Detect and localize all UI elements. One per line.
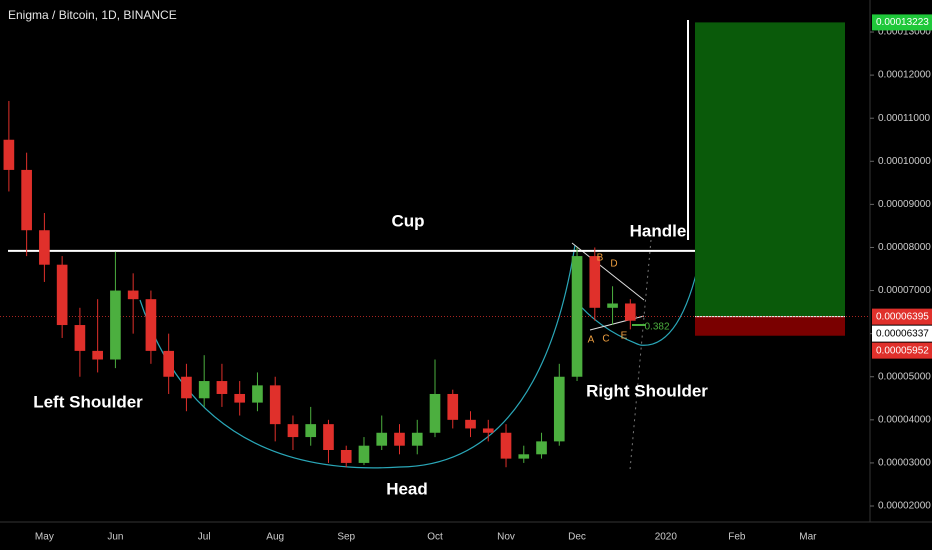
candle-body [358,445,370,463]
y-tick-label: 0.00003000 [878,458,931,469]
candle-body [482,428,494,433]
candle-body [163,350,174,377]
candle-body [323,424,334,450]
annotation: C [602,334,609,345]
x-tick-label: 2020 [655,532,678,543]
annotation: A [588,335,595,346]
annotation: B [597,253,604,264]
candle-body [74,325,86,351]
x-tick-label: Aug [266,532,284,543]
y-tick-label: 0.00002000 [878,501,931,512]
y-tick-label: 0.00013000 [878,27,931,38]
x-tick-label: Nov [497,532,515,543]
price-label: 0.00013223 [876,17,929,28]
candle-body [376,432,388,446]
triangle-bottom [589,315,645,331]
candle-body [340,449,352,463]
y-tick-label: 0.00007000 [878,285,931,296]
y-tick-label: 0.00008000 [878,242,931,253]
candle-body [607,303,618,308]
candle-body [56,264,68,326]
target-zone [695,22,845,317]
candle-body [447,393,459,420]
candle-body [198,381,210,399]
candle-body [269,385,281,425]
price-label: 0.00005952 [876,345,929,356]
candle-body [145,299,157,351]
y-tick-label: 0.00005000 [878,371,931,382]
x-tick-label: Dec [568,532,586,543]
annotation: Handle [630,221,687,240]
candle-body [234,393,246,403]
annotation: Left Shoulder [33,392,143,411]
candle-body [305,424,317,438]
candle-body [536,441,547,455]
y-tick-label: 0.00004000 [878,414,931,425]
annotation: Cup [391,211,424,230]
y-tick-label: 0.00012000 [878,70,931,81]
candle-body [216,381,228,394]
x-tick-label: Sep [337,532,355,543]
annotation: Head [386,479,428,498]
candle-body [252,385,263,403]
x-tick-label: Jun [107,532,123,543]
stop-zone [695,316,845,336]
annotation: E [621,331,628,342]
candle-body [21,169,32,231]
candle-body [624,303,636,321]
annotation: D [610,259,617,270]
price-label-bg [872,342,932,359]
candle-body [411,432,423,446]
candle-body [571,256,583,377]
candle-body [3,139,15,170]
x-tick-label: May [35,532,54,543]
x-tick-label: Mar [799,532,817,543]
x-tick-label: Feb [728,532,746,543]
candle-body [518,454,530,459]
candle-body [92,350,103,360]
y-tick-label: 0.00009000 [878,199,931,210]
triangle-top [571,242,645,301]
projection [629,239,652,471]
candle-body [39,230,50,265]
y-tick-label: 0.00010000 [878,156,931,167]
annotation: Right Shoulder [586,381,708,400]
chart-title: Enigma / Bitcoin, 1D, BINANCE [8,8,177,22]
candle-body [127,290,139,300]
candle-body [553,376,565,442]
price-label: 0.00006395 [876,311,929,322]
annotation: 0.382 [644,322,669,333]
price-label-bg [872,325,932,342]
candle-body [589,256,601,308]
candle-body [429,393,441,433]
y-tick-label: 0.00011000 [878,113,931,124]
x-tick-label: Jul [198,532,211,543]
candle-body [287,424,299,438]
price-label: 0.00006337 [876,328,929,339]
price-label-bg [872,308,932,325]
candle-body [465,419,476,429]
candle-body [181,376,192,399]
x-tick-label: Oct [427,532,443,543]
candle-body [394,432,405,446]
candle-body [110,290,121,360]
price-label-bg [872,14,932,31]
candle-body [500,432,512,459]
